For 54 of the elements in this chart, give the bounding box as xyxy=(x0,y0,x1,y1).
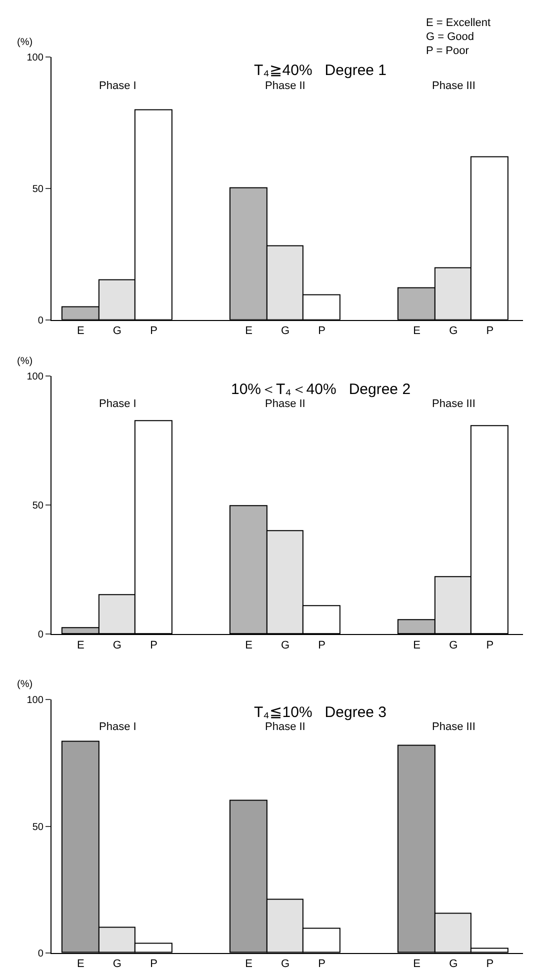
x-tick-label: E xyxy=(77,639,84,652)
x-tick-label: P xyxy=(486,958,494,970)
x-tick-label: G xyxy=(281,958,290,970)
y-tick-label: 100 xyxy=(26,52,44,64)
x-tick-label: P xyxy=(486,325,494,338)
x-tick-label: P xyxy=(486,639,494,652)
x-tick-label: G xyxy=(449,958,458,970)
x-tick-label: G xyxy=(449,639,458,652)
text: E = Excellent xyxy=(426,17,491,29)
y-tick-label: 100 xyxy=(26,695,44,706)
annotation: Phase I xyxy=(99,398,136,410)
x-tick-label: E xyxy=(413,958,421,970)
y-tick-label: 0 xyxy=(38,630,44,641)
x-tick-label: E xyxy=(245,958,252,970)
x-tick-label: P xyxy=(318,958,326,970)
x-tick-label: G xyxy=(449,325,458,338)
y-tick-label: 0 xyxy=(38,315,44,326)
x-tick-label: P xyxy=(318,325,326,338)
annotation: Phase II xyxy=(265,80,306,92)
annotation: Phase II xyxy=(265,398,306,410)
x-tick-label: P xyxy=(150,958,158,970)
annotation: Phase I xyxy=(99,80,136,92)
y-tick-label: 50 xyxy=(32,184,44,196)
x-tick-label: E xyxy=(77,325,84,338)
chart-title: T₄≧40% Degree 1 xyxy=(254,62,387,79)
x-tick-label: E xyxy=(413,639,421,652)
text: G = Good xyxy=(426,31,474,43)
y-axis-title: (%) xyxy=(17,37,33,48)
y-tick-label: 0 xyxy=(38,948,44,960)
text: P = Poor xyxy=(426,45,470,57)
annotation: Phase I xyxy=(99,721,136,733)
x-tick-label: G xyxy=(281,325,290,338)
annotation: Phase III xyxy=(432,398,476,410)
x-tick-label: E xyxy=(245,325,252,338)
chart-title: 10%＜T₄＜40% Degree 2 xyxy=(231,381,411,398)
y-axis-title: (%) xyxy=(17,356,33,367)
annotation: Phase III xyxy=(432,80,476,92)
x-tick-label: G xyxy=(112,325,122,338)
y-tick-label: 50 xyxy=(32,500,44,512)
x-tick-label: G xyxy=(112,639,122,652)
x-tick-label: E xyxy=(413,325,421,338)
y-tick-label: 50 xyxy=(32,822,44,833)
x-tick-label: G xyxy=(112,958,122,970)
x-tick-label: E xyxy=(245,639,252,652)
annotation: Phase II xyxy=(265,721,306,733)
x-tick-label: P xyxy=(318,639,326,652)
x-tick-label: P xyxy=(150,325,158,338)
x-tick-label: E xyxy=(77,958,84,970)
y-axis-title: (%) xyxy=(17,679,33,690)
chart-title: T₄≦10% Degree 3 xyxy=(254,704,387,721)
x-tick-label: P xyxy=(150,639,158,652)
y-tick-label: 100 xyxy=(26,372,44,383)
annotation: Phase III xyxy=(432,721,476,733)
x-tick-label: G xyxy=(281,639,290,652)
